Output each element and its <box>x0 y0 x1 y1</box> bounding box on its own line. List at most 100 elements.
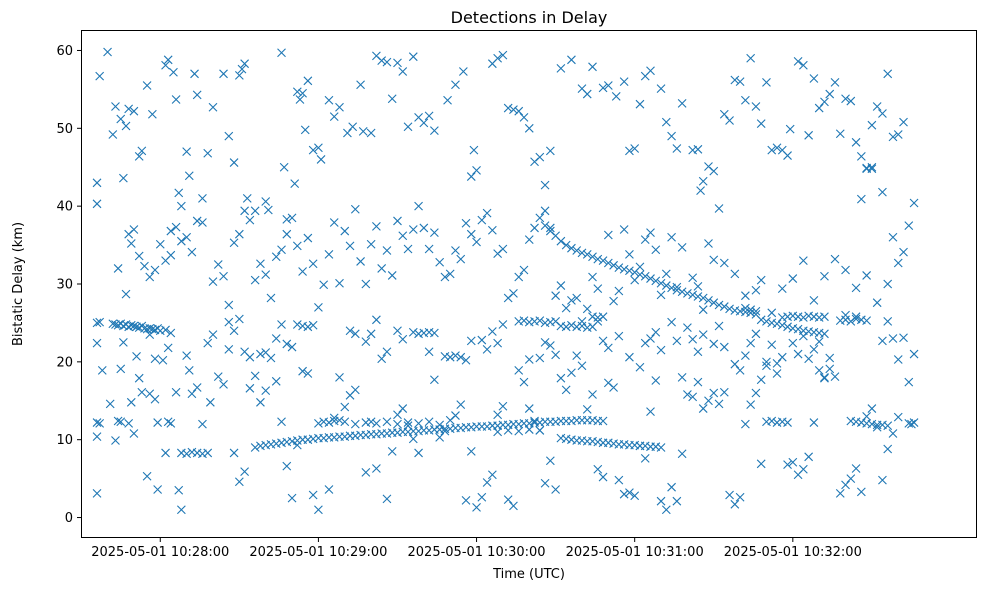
data-point <box>524 123 534 133</box>
data-point <box>472 165 481 175</box>
data-point <box>862 164 872 174</box>
data-point <box>735 492 745 502</box>
data-point <box>203 148 213 158</box>
data-point <box>261 197 271 206</box>
data-point <box>224 345 234 354</box>
data-point <box>245 383 255 393</box>
data-point <box>809 345 819 354</box>
data-point <box>356 80 365 90</box>
data-point <box>730 75 740 85</box>
data-point <box>158 355 168 365</box>
data-point <box>229 448 239 458</box>
data-point <box>640 235 650 245</box>
data-point <box>677 243 687 252</box>
data-point <box>756 459 766 469</box>
data-point <box>503 103 513 113</box>
data-point <box>872 422 882 432</box>
data-point <box>746 305 756 315</box>
data-point <box>377 354 387 364</box>
data-point <box>872 298 882 308</box>
data-point <box>625 488 634 498</box>
data-point <box>176 505 186 515</box>
data-point <box>498 244 508 254</box>
data-point <box>282 214 292 224</box>
data-point <box>835 489 845 498</box>
data-point <box>509 288 518 298</box>
data-point <box>493 53 503 63</box>
data-point <box>646 66 655 76</box>
data-point <box>461 218 471 228</box>
data-point <box>372 315 381 325</box>
data-point <box>514 106 524 116</box>
data-point <box>746 400 756 410</box>
data-point <box>229 238 239 248</box>
data-point <box>414 418 423 428</box>
data-point <box>672 144 682 153</box>
data-point <box>820 271 829 281</box>
data-point <box>714 300 724 310</box>
y-axis: 0 10 20 30 40 50 60 <box>56 44 82 526</box>
data-point <box>772 359 782 368</box>
data-point <box>348 122 358 132</box>
data-point <box>456 352 466 362</box>
data-point <box>308 259 318 269</box>
data-point <box>161 256 170 266</box>
data-point <box>878 475 887 485</box>
data-point <box>429 375 439 385</box>
data-point <box>398 231 408 241</box>
data-point <box>740 95 750 105</box>
data-point <box>187 389 197 399</box>
data-point <box>677 373 687 382</box>
data-point <box>619 77 629 86</box>
data-point <box>240 206 250 216</box>
x-tick-label: 2025-05-01 10:29:00 <box>249 545 387 560</box>
data-point <box>234 70 244 80</box>
data-point <box>298 88 307 98</box>
data-point <box>740 419 750 429</box>
data-point <box>514 366 524 375</box>
data-point <box>625 250 634 259</box>
data-point <box>846 96 856 106</box>
data-point <box>340 226 350 236</box>
data-point <box>878 109 887 118</box>
data-point <box>804 452 814 462</box>
data-point <box>798 313 808 322</box>
data-point <box>219 271 228 281</box>
data-point <box>408 434 418 444</box>
data-point <box>856 151 866 161</box>
data-point <box>725 490 734 500</box>
data-point <box>535 316 545 325</box>
data-point <box>287 493 297 503</box>
data-point <box>751 388 761 398</box>
data-point <box>909 418 919 427</box>
data-point <box>424 347 434 357</box>
data-point <box>767 308 777 318</box>
data-point <box>614 331 624 341</box>
data-point <box>261 270 271 280</box>
data-point <box>166 328 176 338</box>
data-point <box>126 320 136 330</box>
data-point <box>224 131 234 141</box>
data-point <box>603 343 613 353</box>
data-point <box>111 102 120 111</box>
data-point <box>256 259 265 269</box>
data-point <box>372 418 381 428</box>
data-point <box>798 60 808 70</box>
data-point <box>176 201 186 211</box>
data-point <box>567 368 576 378</box>
data-point <box>184 366 194 375</box>
chart-title: Detections in Delay <box>451 8 608 27</box>
data-point <box>472 503 481 512</box>
data-point <box>187 247 197 257</box>
data-point <box>298 267 307 276</box>
data-point <box>113 264 123 273</box>
data-point <box>667 317 676 327</box>
data-point <box>625 352 634 362</box>
data-point <box>329 413 339 423</box>
data-point <box>398 404 408 413</box>
data-point <box>856 487 866 497</box>
data-point <box>424 417 434 427</box>
data-point <box>625 146 634 156</box>
data-point <box>878 187 887 197</box>
